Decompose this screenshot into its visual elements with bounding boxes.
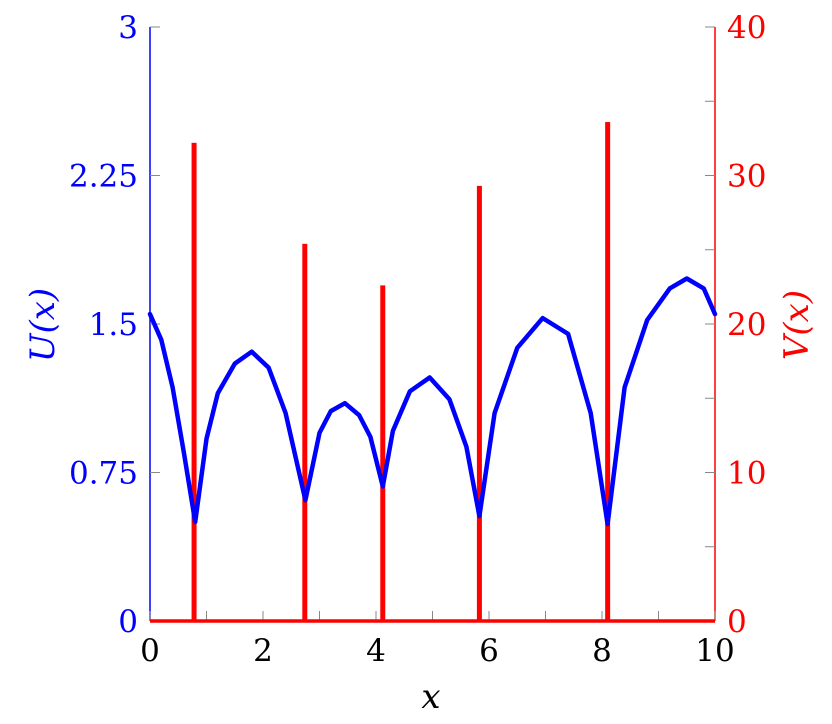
x-tick-label: 10 xyxy=(695,633,734,669)
x-axis-label: x xyxy=(421,677,440,717)
y-right-tick-label: 20 xyxy=(727,307,766,343)
x-tick-label: 6 xyxy=(479,633,499,669)
u-curve xyxy=(147,276,718,527)
labels-layer: x U(x) V(x) xyxy=(23,288,817,717)
x-tick-label: 4 xyxy=(366,633,386,669)
y-right-tick-label: 10 xyxy=(727,456,766,492)
v-spike xyxy=(380,285,386,621)
x-tick-label: 8 xyxy=(592,633,612,669)
v-spike xyxy=(302,243,308,621)
y-left-tick-label: 0 xyxy=(118,604,138,640)
y-left-axis-label: U(x) xyxy=(23,288,63,362)
y-left-tick-label: 0.75 xyxy=(69,456,138,492)
v-spike xyxy=(605,122,611,621)
y-right-axis-label: V(x) xyxy=(777,290,817,360)
x-tick-label: 0 xyxy=(140,633,160,669)
y-left-tick-label: 3 xyxy=(118,10,138,46)
v-spike xyxy=(191,142,197,621)
y-right-tick-label: 40 xyxy=(727,10,766,46)
y-right-tick-label: 30 xyxy=(727,159,766,195)
y-left-tick-label: 1.5 xyxy=(89,307,138,343)
v-spike xyxy=(476,185,482,621)
series-layer xyxy=(147,122,718,623)
y-right-tick-label: 0 xyxy=(727,604,747,640)
x-tick-label: 2 xyxy=(253,633,273,669)
y-left-tick-label: 2.25 xyxy=(69,159,138,195)
